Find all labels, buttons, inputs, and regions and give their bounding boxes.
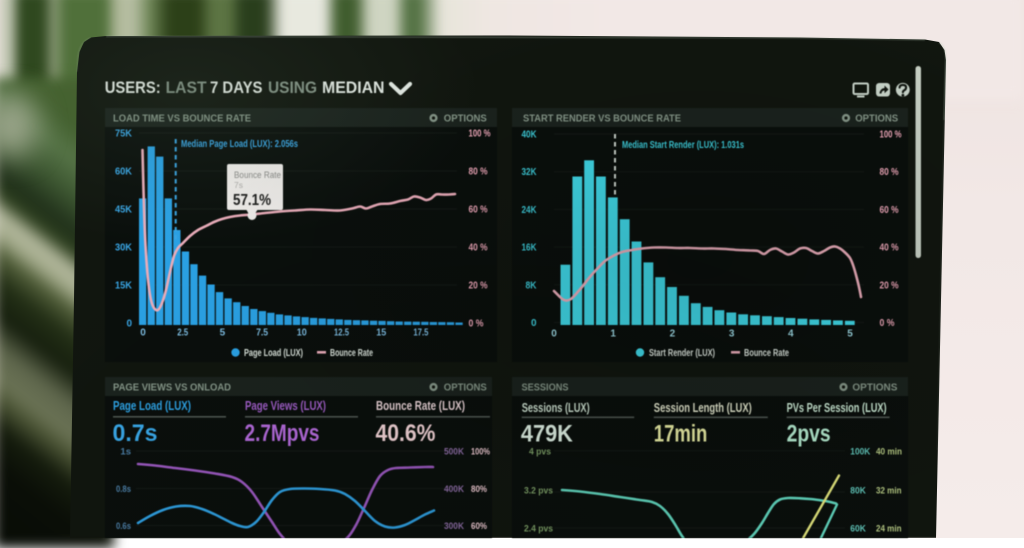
svg-text:75K: 75K [115, 129, 133, 140]
svg-text:20 %: 20 % [880, 280, 899, 291]
svg-text:0: 0 [126, 319, 132, 330]
svg-text:Start Render (LUX): Start Render (LUX) [649, 348, 715, 359]
svg-text:80K: 80K [850, 486, 866, 497]
svg-text:7 DAYS: 7 DAYS [210, 78, 263, 97]
svg-text:17min: 17min [654, 421, 708, 448]
svg-text:PAGE VIEWS VS ONLOAD: PAGE VIEWS VS ONLOAD [113, 382, 231, 394]
svg-text:0: 0 [551, 329, 557, 340]
svg-text:100%: 100% [471, 447, 490, 458]
svg-text:PVs Per Session (LUX): PVs Per Session (LUX) [787, 401, 887, 415]
svg-text:0 %: 0 % [880, 318, 895, 329]
svg-text:24K: 24K [522, 205, 538, 216]
svg-text:OPTIONS: OPTIONS [444, 113, 487, 125]
svg-text:60 %: 60 % [880, 205, 899, 216]
svg-text:32 min: 32 min [876, 486, 902, 497]
svg-text:8K: 8K [526, 280, 538, 291]
svg-text:LAST: LAST [166, 78, 208, 97]
svg-text:100 %: 100 % [469, 129, 491, 140]
svg-text:20 %: 20 % [469, 281, 488, 292]
svg-text:2pvs: 2pvs [787, 421, 831, 448]
svg-text:Bounce Rate: Bounce Rate [330, 348, 373, 359]
svg-text:USERS:: USERS: [105, 78, 161, 97]
svg-text:2.7Mpvs: 2.7Mpvs [245, 420, 320, 447]
svg-text:Page Load (LUX): Page Load (LUX) [244, 348, 303, 359]
svg-text:5: 5 [847, 329, 853, 340]
svg-text:0: 0 [140, 328, 146, 339]
svg-text:1: 1 [610, 329, 616, 340]
svg-text:0 %: 0 % [469, 319, 484, 330]
svg-text:4: 4 [788, 329, 794, 340]
svg-text:60K: 60K [850, 524, 866, 535]
svg-text:OPTIONS: OPTIONS [444, 382, 487, 394]
svg-text:Bounce Rate: Bounce Rate [234, 170, 281, 180]
svg-text:0.8s: 0.8s [116, 484, 131, 495]
svg-text:479K: 479K [521, 421, 574, 448]
svg-text:7s: 7s [234, 180, 243, 190]
svg-text:4 pvs: 4 pvs [529, 447, 551, 458]
svg-text:Page Views (LUX): Page Views (LUX) [245, 399, 326, 413]
svg-text:40 min: 40 min [876, 447, 902, 458]
svg-text:80 %: 80 % [469, 167, 488, 178]
svg-text:500K: 500K [444, 447, 464, 458]
svg-text:40.6%: 40.6% [376, 420, 436, 447]
svg-text:5: 5 [220, 328, 226, 339]
svg-text:START RENDER VS BOUNCE RATE: START RENDER VS BOUNCE RATE [523, 113, 681, 125]
svg-text:LOAD TIME VS BOUNCE RATE: LOAD TIME VS BOUNCE RATE [113, 113, 251, 125]
svg-text:60 %: 60 % [469, 205, 488, 216]
svg-text:10: 10 [297, 328, 307, 339]
svg-text:40K: 40K [522, 130, 538, 141]
svg-text:0.7s: 0.7s [113, 420, 158, 447]
svg-text:57.1%: 57.1% [233, 192, 271, 209]
svg-text:12.5: 12.5 [334, 328, 349, 339]
svg-text:0.6s: 0.6s [116, 521, 131, 532]
svg-text:100 %: 100 % [880, 130, 902, 141]
svg-text:15: 15 [376, 328, 386, 339]
svg-text:Bounce Rate (LUX): Bounce Rate (LUX) [376, 399, 465, 413]
svg-text:80 %: 80 % [880, 167, 899, 178]
svg-text:32K: 32K [522, 167, 538, 178]
svg-text:2.4 pvs: 2.4 pvs [524, 524, 553, 535]
svg-text:300K: 300K [444, 521, 464, 532]
svg-text:80%: 80% [471, 484, 487, 495]
svg-text:Median Start Render (LUX): 1.0: Median Start Render (LUX): 1.031s [622, 139, 744, 151]
svg-text:400K: 400K [444, 484, 464, 495]
svg-text:Page Load (LUX): Page Load (LUX) [113, 399, 191, 413]
svg-text:7.5: 7.5 [256, 328, 268, 339]
svg-text:MEDIAN: MEDIAN [322, 78, 385, 97]
svg-text:40 %: 40 % [880, 243, 899, 254]
svg-text:3.2 pvs: 3.2 pvs [524, 486, 553, 497]
svg-text:100K: 100K [850, 447, 870, 458]
svg-text:Median Page Load (LUX): 2.056s: Median Page Load (LUX): 2.056s [181, 138, 298, 150]
svg-text:OPTIONS: OPTIONS [855, 113, 898, 125]
svg-text:2.5: 2.5 [177, 328, 188, 339]
svg-text:60K: 60K [115, 167, 133, 178]
svg-text:SESSIONS: SESSIONS [522, 382, 569, 394]
svg-text:USING: USING [268, 78, 317, 97]
svg-text:1s: 1s [120, 447, 131, 458]
svg-text:2: 2 [670, 329, 676, 340]
svg-text:Sessions (LUX): Sessions (LUX) [522, 401, 590, 415]
svg-text:40 %: 40 % [469, 243, 488, 254]
svg-text:60%: 60% [471, 521, 487, 532]
svg-text:24 min: 24 min [876, 524, 902, 535]
svg-text:Bounce Rate: Bounce Rate [744, 348, 789, 359]
svg-text:3: 3 [729, 329, 735, 340]
svg-text:Session Length (LUX): Session Length (LUX) [654, 401, 752, 415]
svg-text:0: 0 [531, 318, 537, 329]
svg-text:OPTIONS: OPTIONS [852, 382, 897, 394]
svg-text:45K: 45K [115, 205, 133, 216]
svg-text:16K: 16K [522, 243, 538, 254]
svg-text:30K: 30K [115, 243, 133, 254]
svg-text:17.5: 17.5 [413, 328, 428, 339]
svg-text:15K: 15K [115, 281, 133, 292]
